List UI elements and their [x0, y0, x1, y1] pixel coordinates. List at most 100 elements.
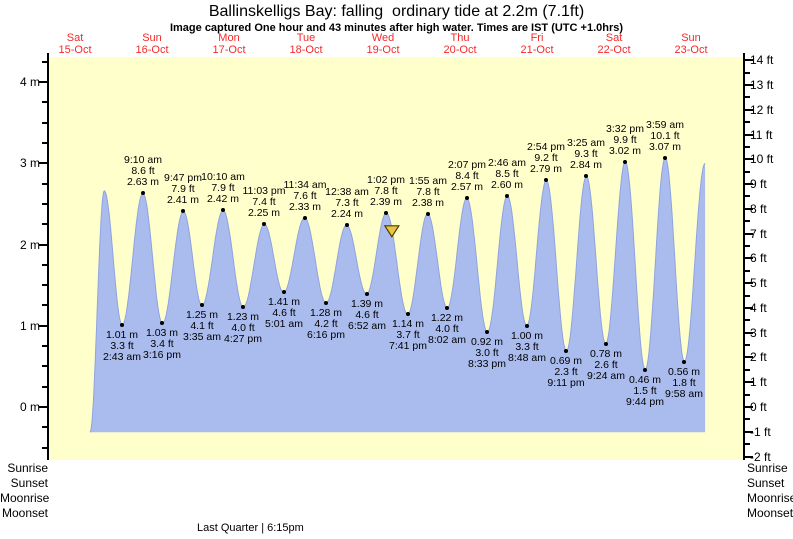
annotation-line: 10:10 am: [201, 171, 245, 183]
astro-row-label: Sunset: [747, 476, 785, 490]
annotation-line: 2:54 pm: [527, 141, 565, 153]
day-date: 19-Oct: [366, 44, 400, 56]
annotation-line: 0.92 m: [470, 336, 504, 348]
annotation-line: 4.6 ft: [272, 307, 296, 319]
day-name: Sat: [66, 32, 84, 44]
right-axis-tick: [745, 356, 753, 358]
low-tide-annotation: 1.00 m 3.3 ft 8:48 am: [495, 331, 559, 364]
right-axis-tick-label: 13 ft: [750, 78, 774, 92]
right-axis-tick: [745, 245, 750, 247]
current-time-marker-icon: [383, 225, 400, 238]
left-axis-tick-label: 4 m: [19, 75, 40, 89]
left-axis-tick-label: 3 m: [19, 156, 40, 170]
day-name: Thu: [450, 32, 470, 44]
low-tide-annotation: 1.03 m 3.4 ft 3:16 pm: [130, 328, 194, 361]
day-label: Sat 15-Oct: [43, 32, 107, 56]
annotation-line: 4.2 ft: [314, 318, 338, 330]
right-axis-tick: [745, 96, 750, 98]
annotation-line: 1.03 m: [145, 327, 179, 339]
low-tide-annotation: 0.56 m 1.8 ft 9:58 am: [652, 367, 716, 400]
left-axis-tick-label: 0 m: [19, 400, 40, 414]
page-title: Ballinskelligs Bay: falling ordinary tid…: [208, 3, 585, 20]
annotation-line: 10.1 ft: [650, 130, 680, 142]
annotation-line: 4.0 ft: [231, 322, 255, 334]
right-axis-tick-label: 6 ft: [750, 251, 767, 265]
annotation-line: 9.9 ft: [613, 134, 637, 146]
day-name: Sun: [681, 32, 701, 44]
left-axis-line: [47, 53, 49, 460]
annotation-line: 1.22 m: [430, 312, 464, 324]
astro-row-label: Moonrise: [747, 491, 793, 505]
day-label: Sun 23-Oct: [659, 32, 723, 56]
annotation-line: 7.9 ft: [211, 182, 235, 194]
tide-extremum-dot: [181, 209, 185, 213]
high-tide-annotation: 2:54 pm 9.2 ft 2.79 m: [514, 142, 578, 175]
day-name: Fri: [530, 32, 544, 44]
right-axis-tick: [745, 332, 753, 334]
annotation-line: 2.25 m: [247, 207, 281, 219]
annotation-line: 8.5 ft: [495, 168, 519, 180]
annotation-line: 2.57 m: [450, 181, 484, 193]
annotation-line: 1.00 m: [510, 330, 544, 342]
day-date: 21-Oct: [520, 44, 554, 56]
annotation-line: 8:48 am: [508, 352, 546, 364]
annotation-line: 7:41 pm: [389, 340, 427, 352]
annotation-line: 0.69 m: [549, 355, 583, 367]
right-axis-tick: [745, 121, 750, 123]
left-axis-tick-label: 1 m: [19, 319, 40, 333]
tide-extremum-dot: [623, 160, 627, 164]
tide-extremum-dot: [282, 290, 286, 294]
astro-row-label: Moonrise: [0, 491, 50, 505]
right-axis-tick: [745, 233, 753, 235]
high-tide-annotation: 11:03 pm 7.4 ft 2.25 m: [232, 186, 296, 219]
right-axis-tick: [745, 183, 753, 185]
left-axis-tick: [42, 223, 47, 225]
annotation-line: 7.8 ft: [374, 185, 398, 197]
day-label: Mon 17-Oct: [197, 32, 261, 56]
tide-extremum-dot: [604, 342, 608, 346]
low-tide-annotation: 1.22 m 4.0 ft 8:02 am: [415, 313, 479, 346]
annotation-line: 9.2 ft: [534, 152, 558, 164]
high-tide-annotation: 3:32 pm 9.9 ft 3.02 m: [593, 124, 657, 157]
day-date: 18-Oct: [289, 44, 323, 56]
tide-extremum-dot: [141, 191, 145, 195]
annotation-line: 1.41 m: [267, 296, 301, 308]
day-name: Mon: [218, 32, 240, 44]
tide-extremum-dot: [200, 303, 204, 307]
tide-extremum-dot: [445, 306, 449, 310]
tide-extremum-dot: [643, 368, 647, 372]
annotation-line: 1.14 m: [391, 318, 425, 330]
annotation-line: 2.60 m: [490, 179, 524, 191]
day-label: Sat 22-Oct: [582, 32, 646, 56]
left-axis-tick: [42, 61, 47, 63]
tide-curve-svg: [89, 156, 706, 433]
right-axis-tick: [745, 146, 750, 148]
right-axis-tick: [745, 84, 753, 86]
low-tide-annotation: 0.69 m 2.3 ft 9:11 pm: [534, 356, 598, 389]
right-axis-tick-label: 2 ft: [750, 350, 767, 364]
annotation-line: 5:01 am: [265, 318, 303, 330]
left-axis-tick: [42, 183, 47, 185]
high-tide-annotation: 3:59 am 10.1 ft 3.07 m: [633, 120, 697, 153]
tide-extremum-dot: [406, 312, 410, 316]
left-axis-tick: [42, 142, 47, 144]
annotation-line: 6:16 pm: [307, 329, 345, 341]
annotation-line: 8.4 ft: [455, 170, 479, 182]
annotation-line: 3.07 m: [648, 141, 682, 153]
annotation-line: 8.6 ft: [131, 165, 155, 177]
right-axis-tick: [745, 208, 753, 210]
left-axis-tick: [39, 325, 47, 327]
annotation-line: 3.7 ft: [396, 329, 420, 341]
right-axis-tick-label: 7 ft: [750, 227, 767, 241]
annotation-line: 8:33 pm: [468, 358, 506, 370]
day-date: 16-Oct: [135, 44, 169, 56]
left-axis-tick: [42, 447, 47, 449]
annotation-line: 2.63 m: [126, 176, 160, 188]
tide-extremum-dot: [120, 323, 124, 327]
annotation-line: 2.6 ft: [594, 359, 618, 371]
right-axis-tick: [745, 158, 753, 160]
annotation-line: 7.6 ft: [293, 190, 317, 202]
right-axis-tick: [745, 418, 750, 420]
right-axis-tick: [745, 344, 750, 346]
day-name: Sun: [142, 32, 162, 44]
